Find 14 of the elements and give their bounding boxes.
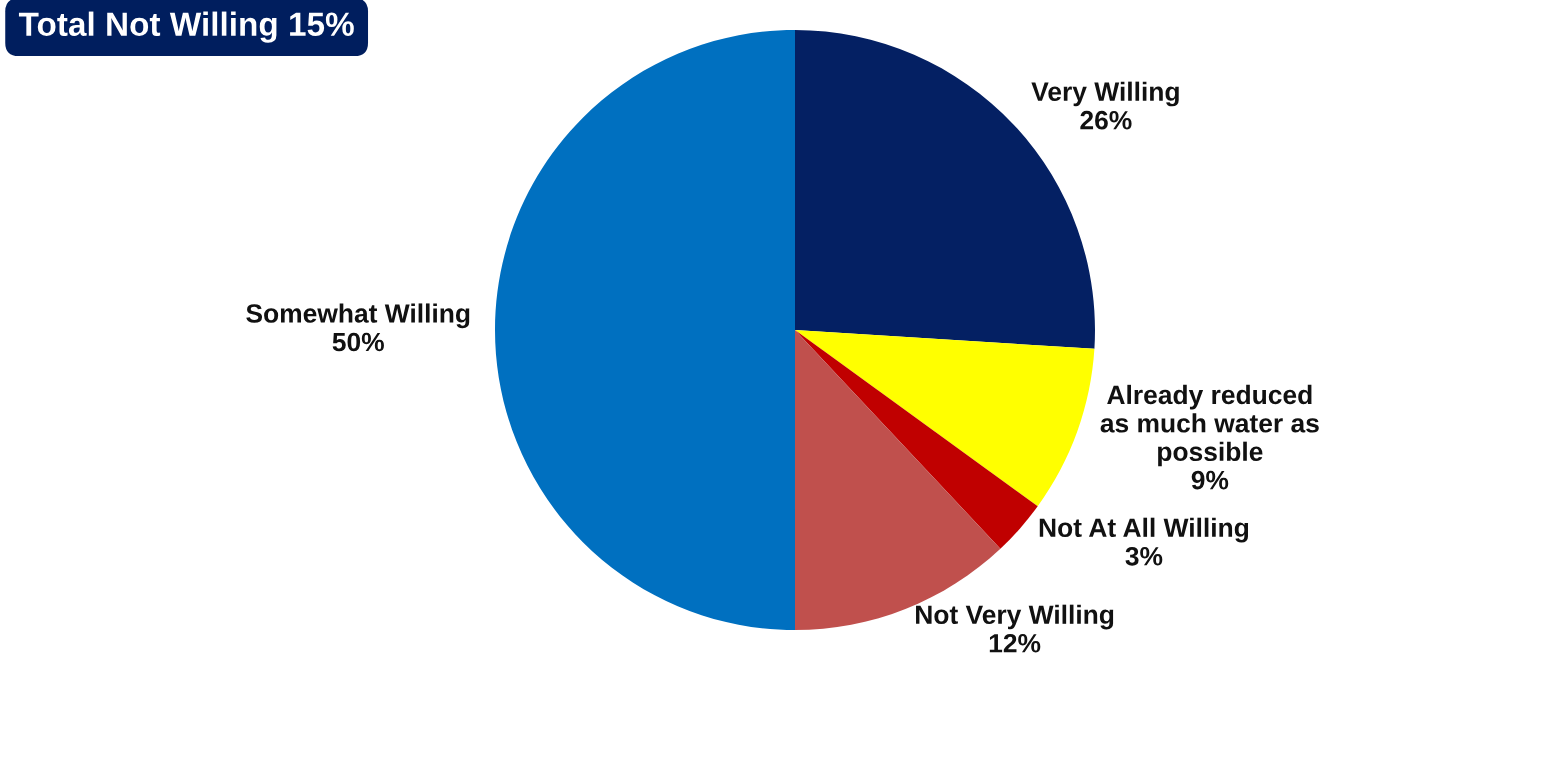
data-label: 3% (1125, 546, 1163, 566)
data-label: 26% (1080, 110, 1132, 130)
slice-label: Not Very Willing (916, 604, 1114, 630)
slice-label: Already reduced as much water as possible (1100, 384, 1319, 467)
slice-label: Very Willing (1031, 81, 1179, 107)
data-label: 50% (332, 332, 384, 352)
pie-slice (495, 30, 795, 630)
pie-slice (795, 330, 1095, 507)
data-label: 9% (1191, 470, 1229, 490)
slice-label: Not At All Willing (1039, 517, 1249, 543)
slice-label: Somewhat Willing (246, 303, 470, 329)
data-label: 12% (989, 633, 1041, 653)
text: Total Not Willing 15% (18, 11, 354, 43)
pie-slice (795, 330, 1038, 549)
